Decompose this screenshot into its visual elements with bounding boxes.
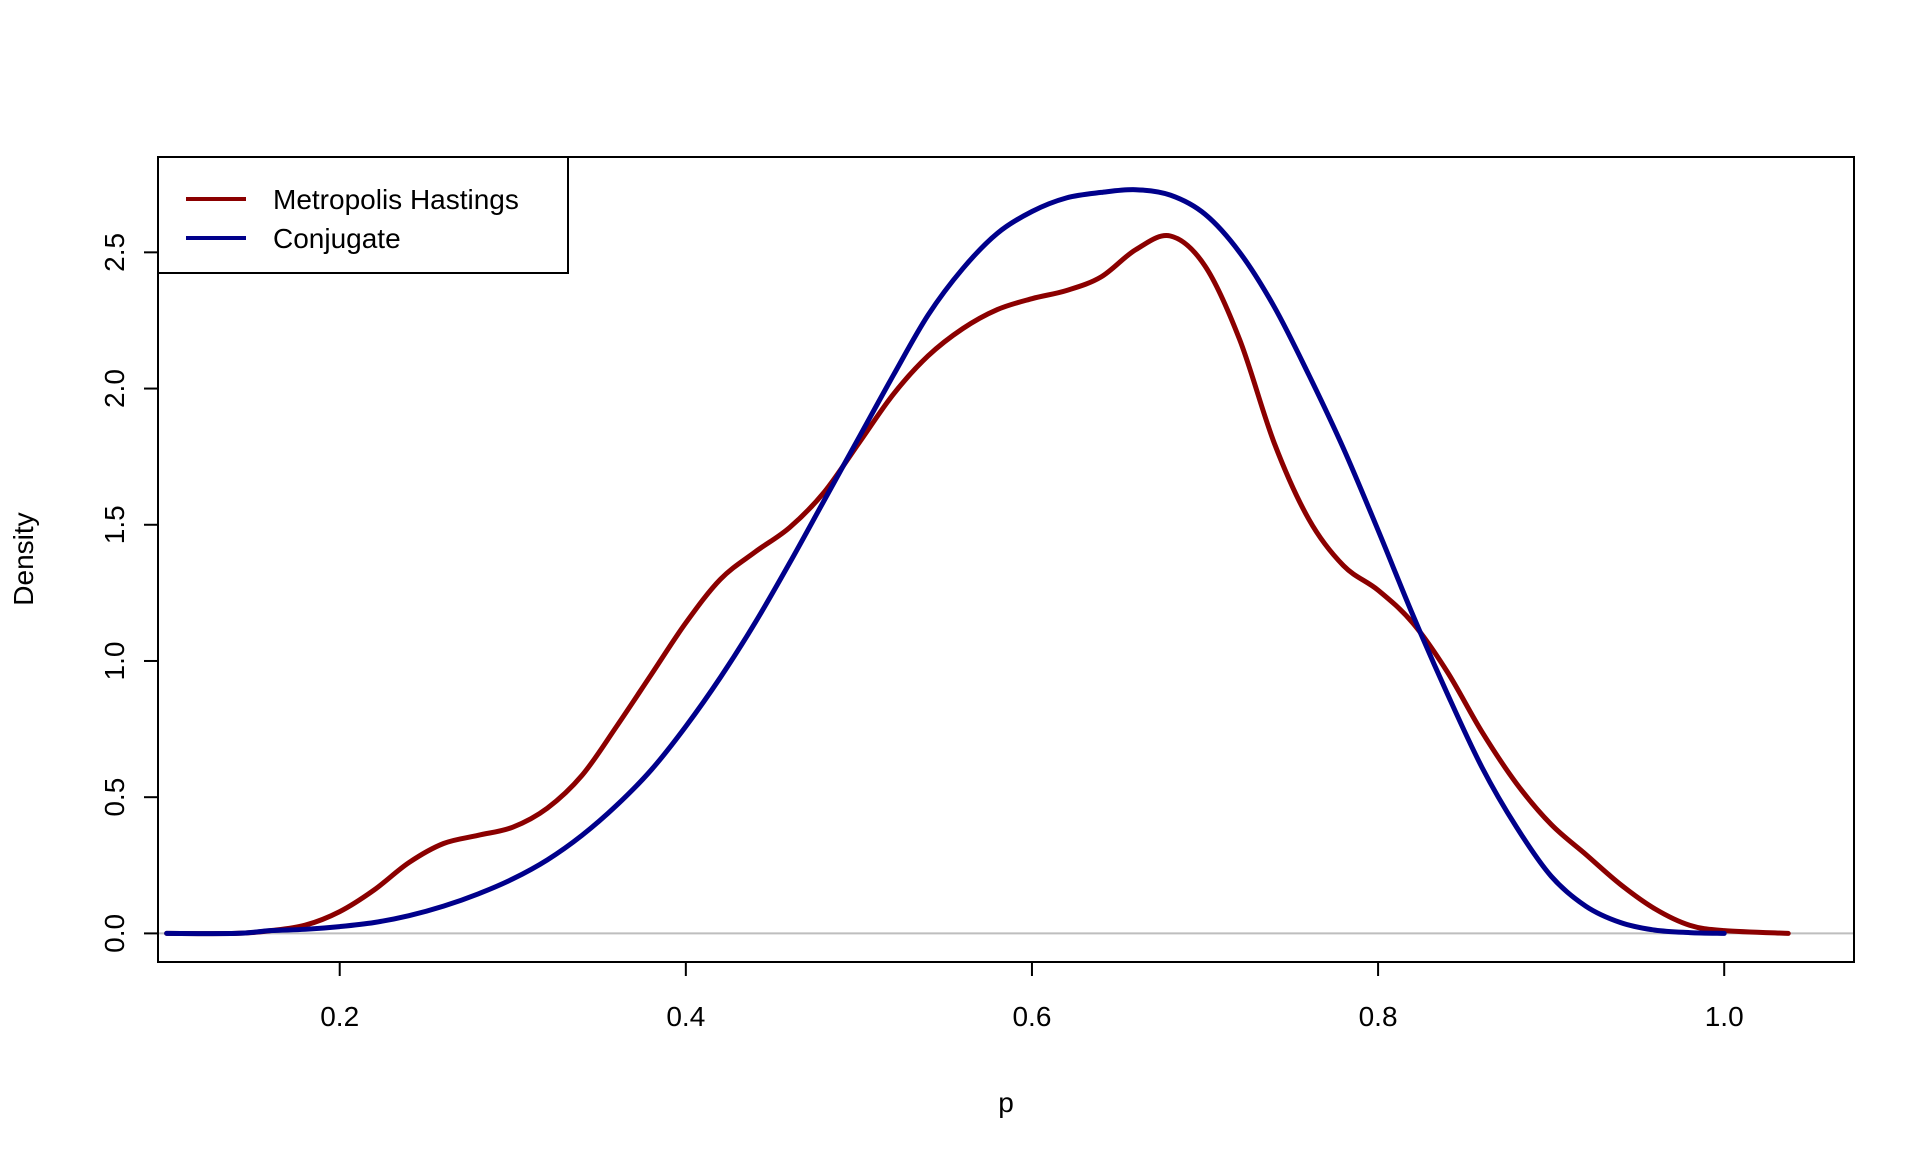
y-tick-label: 2.0 bbox=[99, 369, 130, 408]
series-line-metropolis-hastings bbox=[164, 233, 1791, 937]
x-axis-label: p bbox=[998, 1087, 1014, 1118]
y-tick-label: 1.5 bbox=[99, 505, 130, 544]
y-tick-label: 0.0 bbox=[99, 914, 130, 953]
y-axis-label: Density bbox=[8, 512, 39, 605]
y-tick-label: 0.5 bbox=[99, 778, 130, 817]
legend-box bbox=[157, 156, 569, 274]
legend: Metropolis Hastings Conjugate bbox=[157, 156, 569, 274]
y-tick-label: 2.5 bbox=[99, 233, 130, 272]
plot-frame bbox=[157, 156, 1855, 963]
x-tick-label: 0.8 bbox=[1359, 1001, 1398, 1032]
legend-label-conjugate: Conjugate bbox=[273, 223, 401, 254]
x-tick-label: 0.2 bbox=[320, 1001, 359, 1032]
x-tick-label: 1.0 bbox=[1705, 1001, 1744, 1032]
x-tick-label: 0.4 bbox=[666, 1001, 705, 1032]
y-tick-label: 1.0 bbox=[99, 642, 130, 681]
series-line-conjugate bbox=[164, 187, 1727, 937]
legend-label-metropolis-hastings: Metropolis Hastings bbox=[273, 184, 519, 215]
x-tick-label: 0.6 bbox=[1012, 1001, 1051, 1032]
